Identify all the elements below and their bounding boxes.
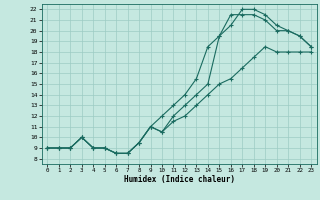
- X-axis label: Humidex (Indice chaleur): Humidex (Indice chaleur): [124, 175, 235, 184]
